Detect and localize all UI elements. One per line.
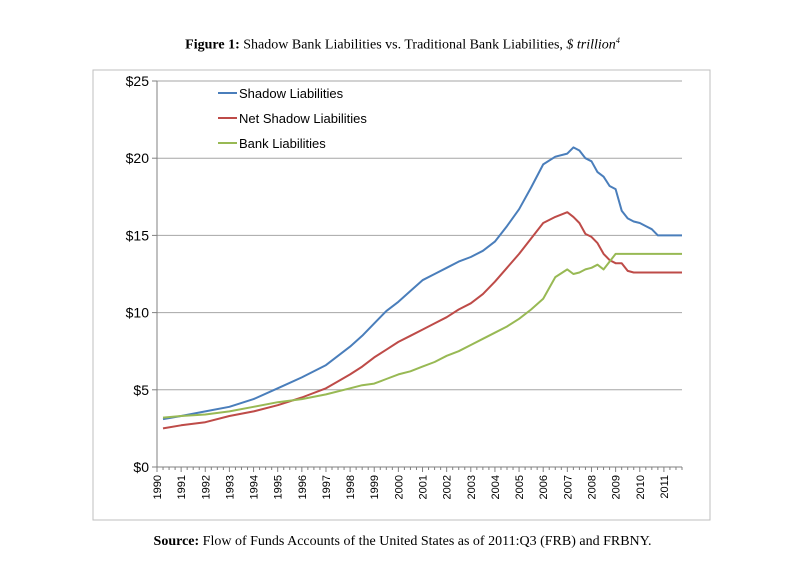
figure-footnote: 4 [615, 36, 620, 45]
x-tick-label: 1993 [224, 475, 236, 499]
y-tick-label: $25 [126, 73, 150, 89]
source-label: Source: [153, 534, 200, 549]
x-tick-label: 1996 [297, 475, 309, 499]
x-tick-label: 1997 [321, 475, 333, 499]
series-line-2 [162, 211, 682, 430]
x-tick-label: 1999 [369, 475, 381, 499]
x-tick-label: 2005 [514, 475, 526, 499]
x-tick-label: 2011 [659, 475, 671, 499]
series-lines [162, 146, 682, 430]
x-tick-label: 1991 [176, 475, 188, 499]
grid-lines [157, 80, 682, 391]
x-tick-label: 1998 [345, 475, 357, 499]
y-axis-ticks: $0 $5 $10 $15 $20 $25 [126, 73, 157, 475]
x-tick-label: 2008 [586, 475, 598, 499]
x-tick-label: 2010 [635, 475, 647, 499]
y-tick-label: $0 [133, 459, 149, 475]
x-tick-label: 2009 [611, 475, 623, 499]
y-tick-label: $10 [126, 305, 150, 321]
x-tick-label: 2007 [562, 475, 574, 499]
x-axis-ticks: 1990 1991 1992 1993 1994 1995 1996 1997 1998 1999… [152, 467, 683, 499]
y-tick-label: $5 [133, 382, 149, 398]
series-line-1 [162, 146, 682, 421]
x-tick-label: 1992 [200, 475, 212, 499]
legend-label: Bank Liabilities [239, 136, 326, 151]
x-tick-label: 2001 [418, 475, 430, 499]
x-tick-label: 2004 [490, 475, 502, 499]
y-tick-label: $20 [126, 150, 150, 166]
x-tick-label: 2006 [538, 475, 550, 499]
axes [156, 81, 682, 468]
x-tick-label: 1995 [273, 475, 285, 499]
figure-unit: $ trillion [566, 37, 616, 53]
x-tick-label: 2000 [393, 475, 405, 499]
x-tick-label: 1990 [152, 475, 164, 499]
figure-source: Source: Flow of Funds Accounts of the Un… [0, 534, 805, 550]
legend: Shadow Liabilities Net Shadow Liabilities… [218, 86, 367, 151]
legend-label: Shadow Liabilities [239, 86, 344, 101]
series-line-3 [162, 252, 682, 419]
y-tick-label: $15 [126, 227, 150, 243]
figure-title: Figure 1: Shadow Bank Liabilities vs. Tr… [0, 36, 805, 54]
figure-label: Figure 1: [185, 37, 240, 53]
chart-frame [92, 69, 711, 521]
x-tick-label: 1994 [249, 475, 261, 499]
x-tick-label: 2002 [442, 475, 454, 499]
figure-title-text: Shadow Bank Liabilities vs. Traditional … [243, 37, 563, 53]
x-tick-label: 2003 [466, 475, 478, 499]
legend-label: Net Shadow Liabilities [239, 111, 367, 126]
source-text: Flow of Funds Accounts of the United Sta… [202, 534, 652, 549]
